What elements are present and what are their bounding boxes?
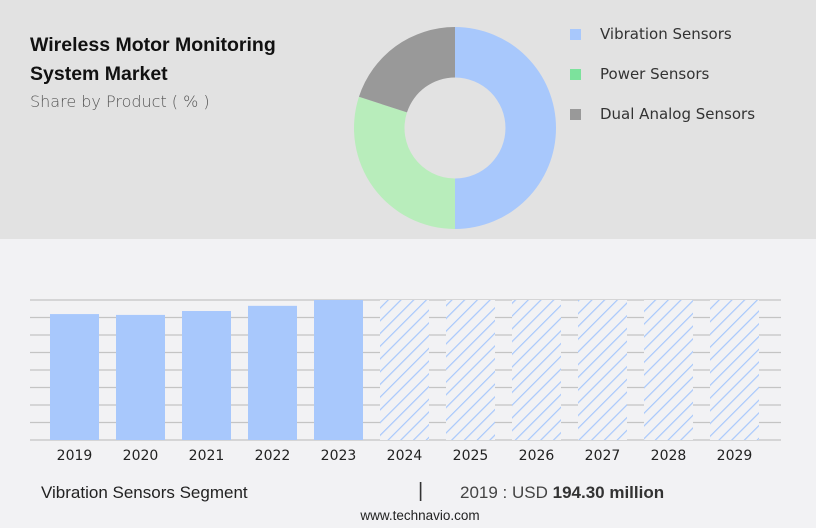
forecast-bar-2024	[380, 300, 429, 440]
segment-value: 2019 : USD 194.30 million	[460, 483, 664, 503]
donut-slice-dual-analog-sensors	[358, 27, 455, 113]
forecast-bar-2028	[644, 300, 693, 440]
chart-subtitle: Share by Product ( % )	[30, 92, 210, 111]
legend-label: Vibration Sensors	[600, 25, 732, 43]
source-link[interactable]: www.technavio.com	[360, 508, 480, 523]
bar-2022	[248, 305, 297, 440]
x-tick-label: 2028	[651, 448, 687, 464]
value-prefix: 2019 : USD	[460, 483, 548, 502]
x-tick-label: 2027	[585, 448, 621, 464]
x-tick-label: 2024	[387, 448, 423, 464]
legend-label: Dual Analog Sensors	[600, 105, 756, 123]
forecast-bar-2027	[578, 300, 627, 440]
legend: Vibration Sensors Power Sensors Dual Ana…	[570, 14, 755, 134]
bar-2023	[314, 300, 363, 440]
forecast-bar-2025	[446, 300, 495, 440]
legend-swatch-icon	[570, 108, 581, 120]
chart-title: Wireless Motor Monitoring System Market	[30, 34, 276, 85]
segment-label: Vibration Sensors Segment	[41, 483, 248, 502]
x-tick-label: 2019	[57, 448, 93, 464]
legend-swatch-icon	[570, 28, 581, 40]
bar-2021	[182, 311, 231, 440]
legend-label: Power Sensors	[600, 65, 710, 83]
legend-item-vibration-sensors: Vibration Sensors	[570, 14, 755, 54]
donut-slice-vibration-sensors	[455, 27, 556, 229]
x-tick-label: 2029	[717, 448, 753, 464]
x-tick-label: 2022	[255, 448, 291, 464]
x-tick-label: 2023	[321, 448, 357, 464]
x-tick-label: 2021	[189, 448, 225, 464]
x-tick-label: 2020	[123, 448, 159, 464]
forecast-bar-2029	[710, 300, 759, 440]
bar-chart: 2019 2020 2021 2022 2023 2024 2025 2026 2027 2028…	[30, 299, 781, 464]
legend-swatch-icon	[570, 68, 581, 80]
value-amount: 194.30 million	[552, 483, 665, 502]
forecast-bar-2026	[512, 300, 561, 440]
bar-2020	[116, 314, 165, 440]
donut-slice-power-sensors	[354, 96, 455, 230]
donut-chart	[354, 27, 556, 230]
x-tick-label: 2026	[519, 448, 555, 464]
bar-2019	[50, 314, 99, 440]
legend-item-power-sensors: Power Sensors	[570, 54, 755, 94]
x-tick-label: 2025	[453, 448, 489, 464]
footer-separator: |	[418, 480, 424, 502]
legend-item-dual-analog-sensors: Dual Analog Sensors	[570, 94, 755, 134]
